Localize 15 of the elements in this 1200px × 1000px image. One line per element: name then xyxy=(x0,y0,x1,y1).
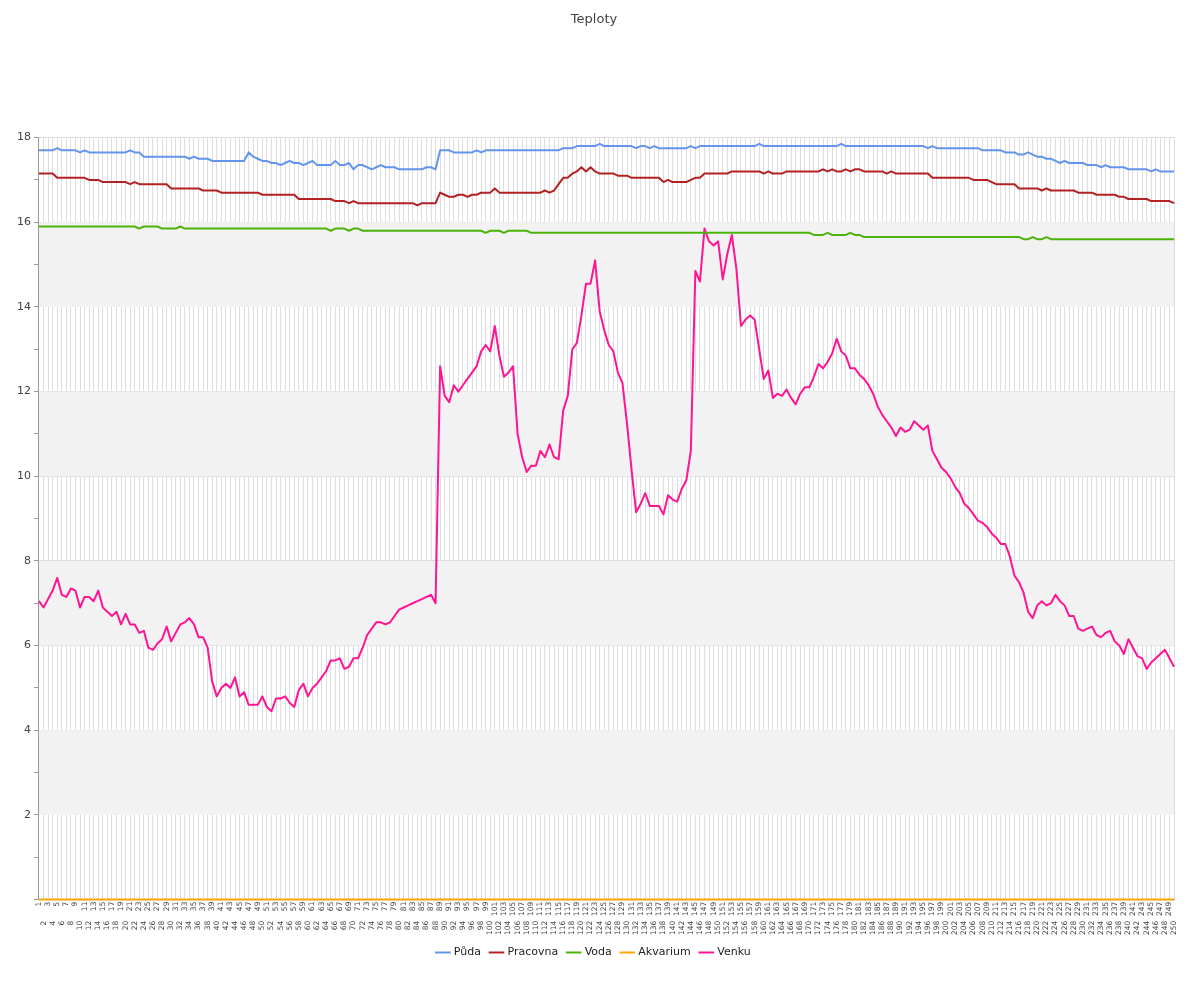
legend-label: Půda xyxy=(453,945,481,959)
legend-label: Voda xyxy=(584,945,612,959)
y-tick-label: 12 xyxy=(17,384,31,398)
chart-title: Teploty xyxy=(569,11,618,27)
y-tick-label: 18 xyxy=(17,130,31,144)
legend-label: Akvarium xyxy=(638,945,691,959)
y-tick-label: 2 xyxy=(24,807,31,821)
y-tick-label: 8 xyxy=(24,553,31,567)
legend-label: Pracovna xyxy=(507,945,559,959)
y-tick-label: 6 xyxy=(24,638,31,652)
y-tick-label: 16 xyxy=(17,215,31,229)
y-tick-label: 4 xyxy=(24,723,31,737)
legend-label: Venku xyxy=(717,945,751,959)
y-tick-label: 10 xyxy=(17,469,31,483)
y-tick-label: 14 xyxy=(17,299,31,313)
